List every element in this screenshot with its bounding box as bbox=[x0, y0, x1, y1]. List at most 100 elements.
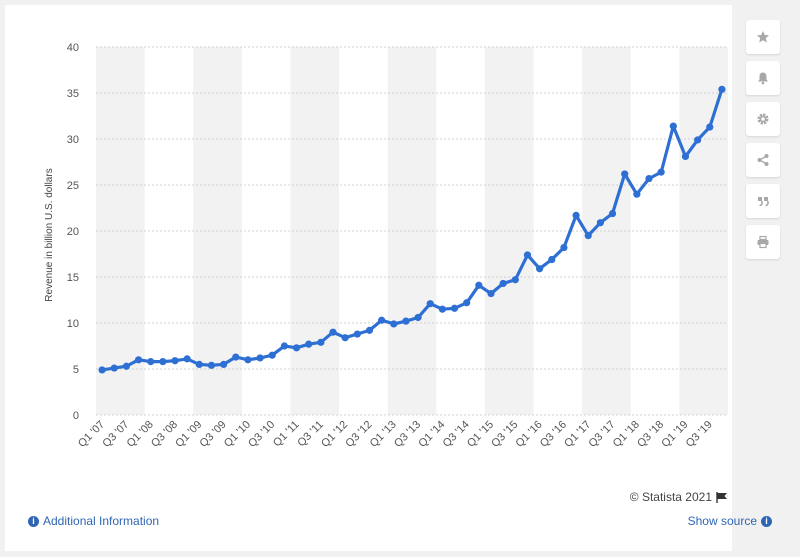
x-tick-label: Q1 '07 bbox=[76, 419, 107, 450]
y-tick-label: 5 bbox=[73, 364, 79, 376]
data-point bbox=[523, 251, 532, 259]
x-tick-label: Q3 '16 bbox=[538, 419, 569, 450]
y-tick-label: 40 bbox=[67, 42, 79, 54]
data-point bbox=[621, 170, 629, 178]
bell-icon bbox=[758, 72, 768, 85]
x-tick-label: Q3 '13 bbox=[392, 419, 423, 450]
series-polyline bbox=[100, 87, 724, 372]
data-point bbox=[134, 356, 143, 364]
data-point bbox=[572, 211, 580, 219]
data-point bbox=[560, 243, 568, 252]
x-tick-label: Q1 '17 bbox=[562, 419, 593, 450]
info-icon: i bbox=[28, 515, 39, 527]
x-tick-label: Q3 '17 bbox=[586, 419, 617, 450]
x-tick-label: Q3 '12 bbox=[343, 419, 374, 450]
data-point bbox=[706, 123, 714, 131]
x-tick-label: Q1 '13 bbox=[368, 419, 399, 450]
x-tick-label: Q3 '07 bbox=[100, 419, 131, 450]
x-tick-label: Q3 '09 bbox=[198, 419, 229, 450]
data-point bbox=[183, 355, 191, 363]
gridlines bbox=[96, 46, 728, 416]
data-point bbox=[608, 209, 617, 218]
y-tick-label: 0 bbox=[73, 410, 79, 422]
data-point bbox=[536, 265, 544, 273]
data-point bbox=[305, 340, 313, 348]
y-tick-label: 30 bbox=[67, 134, 79, 146]
data-point bbox=[268, 351, 276, 359]
x-tick-label: Q1 '08 bbox=[125, 419, 156, 450]
additional-information-link[interactable]: i Additional Information bbox=[28, 514, 159, 528]
x-tick-label: Q3 '08 bbox=[149, 419, 180, 450]
credit-text: © Statista 2021 bbox=[629, 490, 712, 504]
data-point bbox=[256, 354, 264, 362]
chart-card: 0 5 10 15 20 25 30 35 40 Q1 '07 Q3 '07 Q1 '08 Q3 '0… bbox=[5, 5, 732, 551]
data-point bbox=[147, 358, 155, 366]
data-point bbox=[426, 300, 434, 308]
data-point bbox=[402, 317, 410, 325]
data-point bbox=[487, 289, 495, 298]
data-point bbox=[378, 316, 386, 324]
flag-icon bbox=[716, 491, 727, 503]
data-point bbox=[390, 320, 398, 328]
y-axis-ticks: 0 5 10 15 20 25 30 35 40 bbox=[67, 42, 79, 422]
print-button[interactable] bbox=[746, 225, 780, 259]
data-point bbox=[548, 255, 556, 264]
cite-button[interactable] bbox=[746, 184, 780, 218]
share-button[interactable] bbox=[746, 143, 780, 177]
data-point bbox=[292, 344, 301, 352]
data-point bbox=[511, 276, 519, 284]
x-tick-label: Q3 '18 bbox=[635, 419, 666, 450]
settings-button[interactable] bbox=[746, 102, 780, 136]
data-point bbox=[450, 304, 459, 312]
data-point bbox=[596, 219, 604, 227]
x-tick-label: Q3 '19 bbox=[684, 419, 715, 450]
data-point bbox=[365, 326, 374, 334]
x-tick-label: Q1 '09 bbox=[173, 419, 204, 450]
data-point bbox=[438, 305, 446, 313]
data-point bbox=[475, 281, 483, 289]
print-icon bbox=[757, 235, 769, 249]
data-point bbox=[220, 360, 228, 368]
x-tick-label: Q1 '18 bbox=[611, 419, 642, 450]
show-source-label: Show source bbox=[687, 514, 757, 528]
data-point bbox=[195, 360, 203, 368]
year-band bbox=[582, 47, 631, 415]
data-point bbox=[681, 152, 690, 161]
info-icon: i bbox=[761, 515, 772, 527]
data-point bbox=[232, 353, 240, 361]
series-line bbox=[98, 85, 726, 374]
data-point bbox=[353, 330, 361, 338]
notification-button[interactable] bbox=[746, 61, 780, 95]
x-tick-label: Q1 '16 bbox=[514, 419, 545, 450]
data-point bbox=[669, 122, 677, 130]
data-point bbox=[159, 358, 167, 366]
x-tick-label: Q3 '10 bbox=[246, 419, 277, 450]
data-point bbox=[584, 232, 592, 240]
data-point bbox=[499, 279, 507, 288]
share-icon bbox=[757, 154, 769, 166]
data-point bbox=[694, 136, 702, 144]
y-tick-label: 15 bbox=[67, 272, 79, 284]
data-point bbox=[244, 356, 252, 364]
data-point bbox=[463, 299, 471, 307]
data-point bbox=[110, 364, 118, 372]
data-point bbox=[98, 366, 106, 374]
x-tick-label: Q3 '15 bbox=[489, 419, 520, 450]
year-band bbox=[290, 47, 340, 415]
y-tick-label: 35 bbox=[67, 88, 79, 100]
data-point bbox=[329, 328, 337, 336]
x-tick-label: Q1 '12 bbox=[319, 419, 350, 450]
data-point bbox=[633, 190, 641, 198]
data-point bbox=[341, 334, 349, 342]
data-point bbox=[657, 168, 665, 176]
x-tick-label: Q3 '14 bbox=[441, 419, 472, 450]
quote-icon bbox=[758, 197, 769, 207]
show-source-link[interactable]: Show source i bbox=[688, 514, 772, 528]
gear-icon bbox=[757, 113, 769, 125]
statista-credit[interactable]: © Statista 2021 bbox=[630, 490, 728, 504]
favorite-button[interactable] bbox=[746, 20, 780, 54]
data-point bbox=[317, 338, 325, 346]
y-tick-label: 25 bbox=[67, 180, 79, 192]
